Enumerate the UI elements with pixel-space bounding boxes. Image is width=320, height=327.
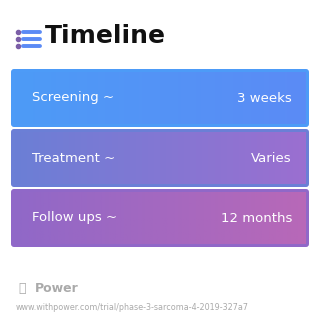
Text: 3 weeks: 3 weeks [237,92,292,105]
Text: ␧: ␧ [18,283,26,296]
Text: Screening ~: Screening ~ [32,92,114,105]
FancyBboxPatch shape [11,189,309,247]
Text: 12 months: 12 months [220,212,292,225]
FancyBboxPatch shape [11,69,309,127]
Text: Treatment ~: Treatment ~ [32,151,115,164]
Text: Varies: Varies [252,151,292,164]
Text: Power: Power [35,283,79,296]
Text: Timeline: Timeline [45,24,166,48]
Text: Follow ups ~: Follow ups ~ [32,212,117,225]
FancyBboxPatch shape [11,129,309,187]
Text: www.withpower.com/trial/phase-3-sarcoma-4-2019-327a7: www.withpower.com/trial/phase-3-sarcoma-… [16,302,249,312]
